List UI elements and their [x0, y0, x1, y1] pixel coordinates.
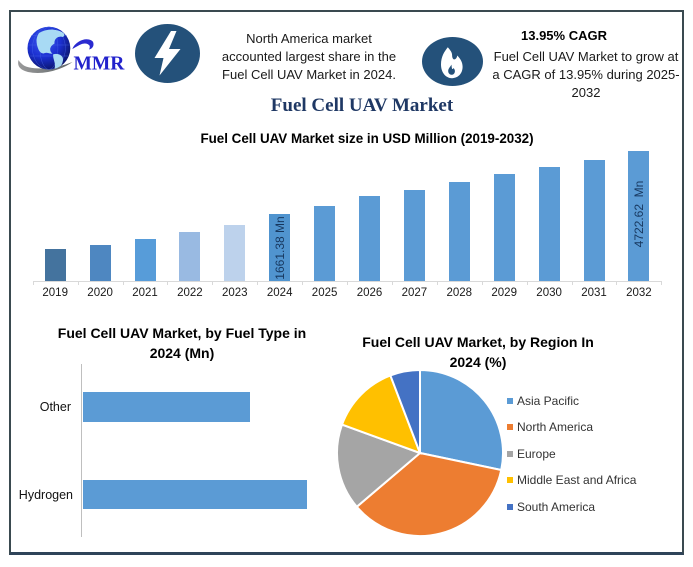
svg-text:MMR: MMR [74, 54, 126, 75]
